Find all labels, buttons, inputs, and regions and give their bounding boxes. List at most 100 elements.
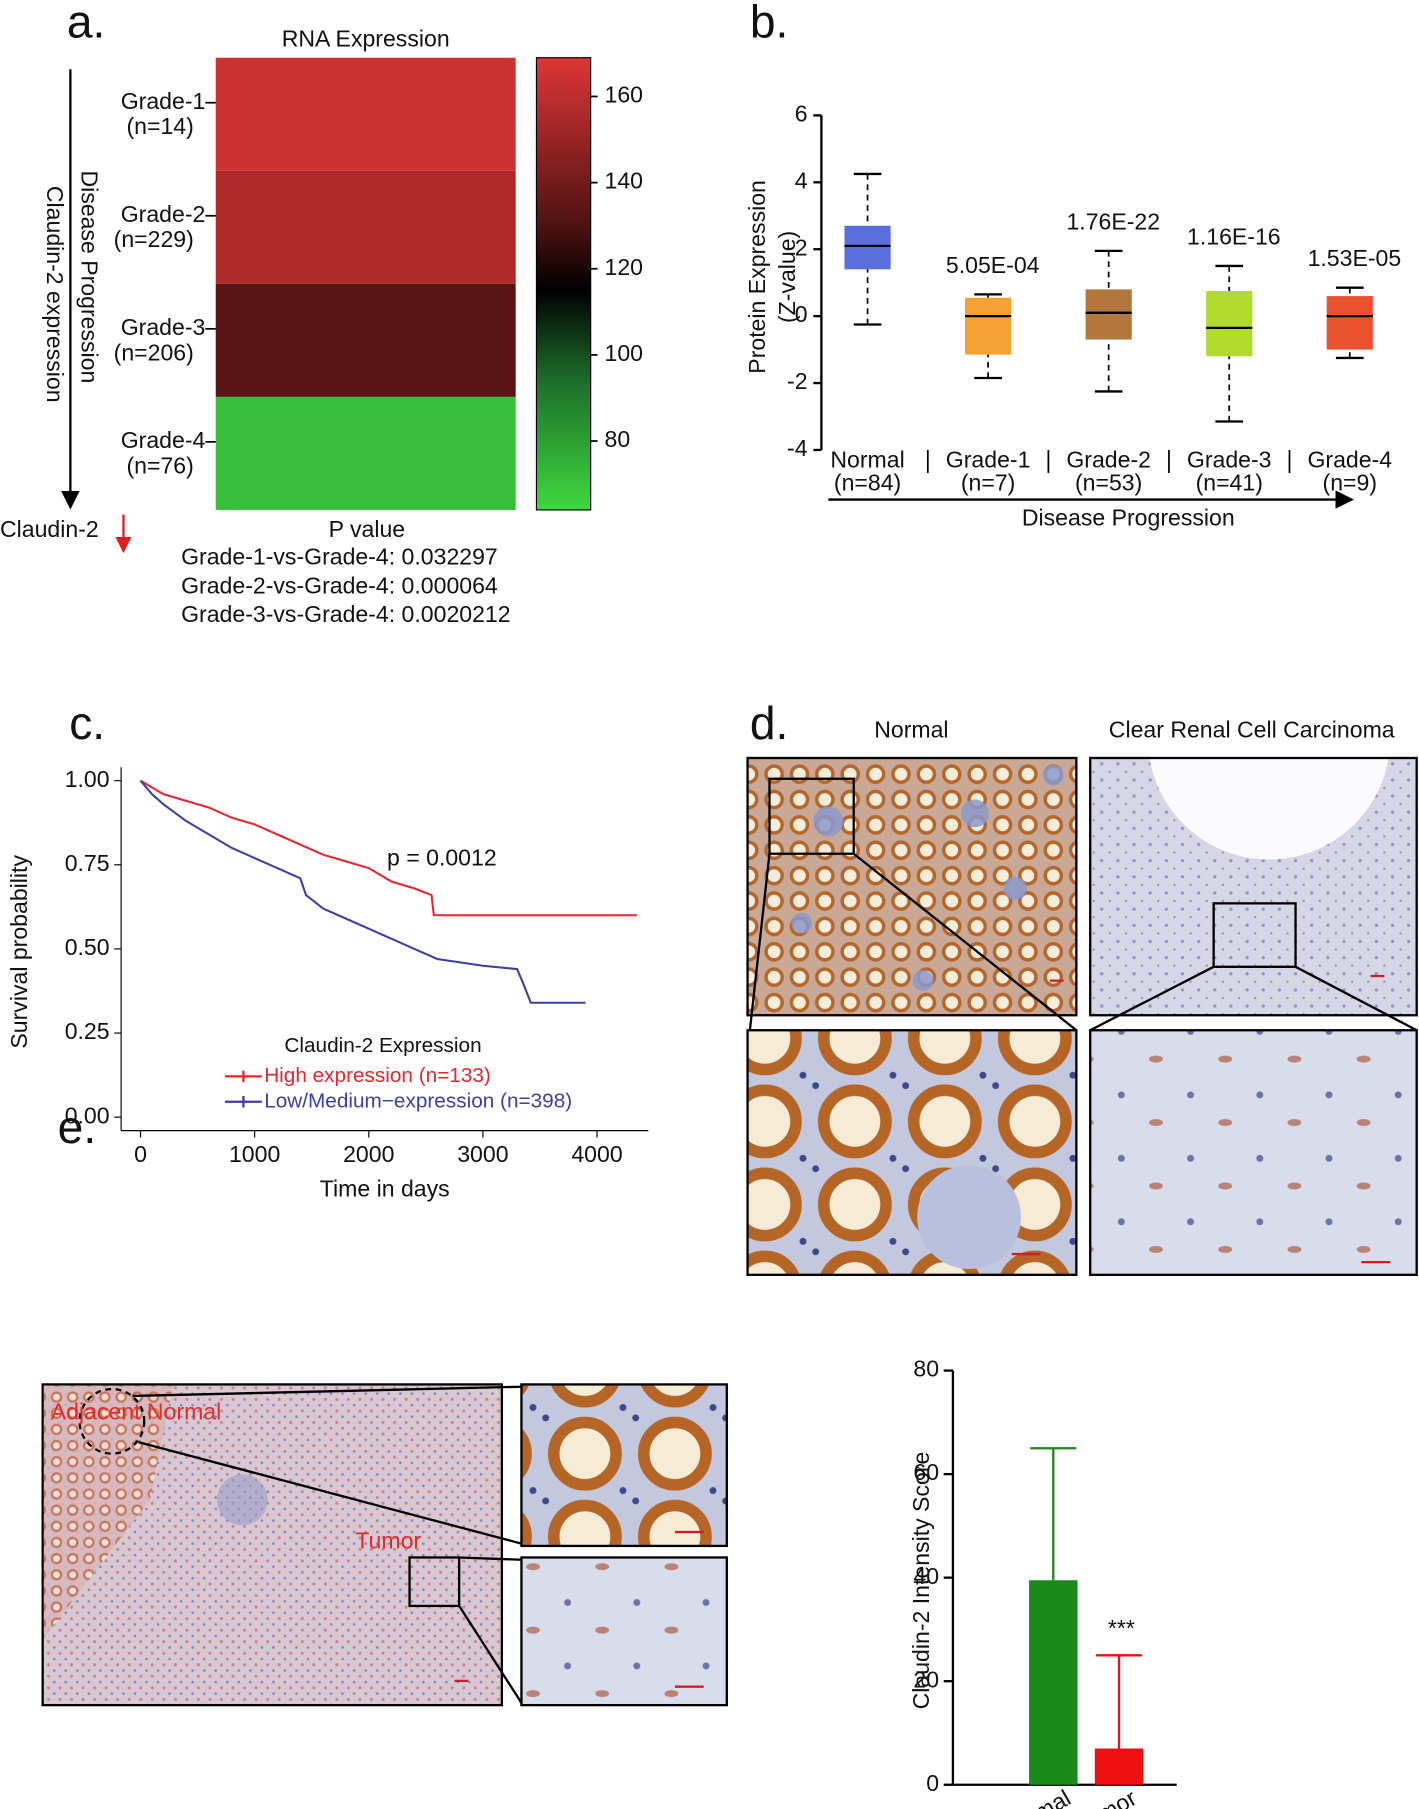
x-tick-note: (n=7) [961, 470, 1015, 496]
survival-line [140, 779, 637, 917]
x-tick-note: (n=53) [1075, 470, 1142, 496]
box [1085, 289, 1132, 340]
row-label: Grade-3 [121, 314, 206, 340]
panel-label: a. [67, 0, 105, 48]
y-tick-label: 4 [795, 167, 808, 193]
bar [1029, 1580, 1078, 1785]
heat-cell [215, 170, 516, 284]
y-tick-label: 1.00 [65, 766, 110, 792]
row-label: Grade-1 [121, 88, 206, 114]
y-tick-label: 0.75 [65, 850, 110, 876]
panel-e: Adjacent Normal Tumor [41, 1383, 728, 1707]
image-title: Clear Renal Cell Carcinoma [1109, 717, 1395, 743]
chart-box: -4 -2 0 2 4 6 Protein Expression (Z-value) Norma… [744, 100, 1401, 530]
y-tick-label: 0.25 [65, 1018, 110, 1044]
y-tick-label: 6 [795, 100, 808, 126]
x-axis-label: Disease Progression [1022, 504, 1235, 530]
significance: *** [1108, 1615, 1135, 1641]
y-tick-label: 0.50 [65, 934, 110, 960]
colorbar-tick-label: 120 [605, 254, 643, 280]
legend-label: Low/Medium−expression (n=398) [264, 1089, 572, 1112]
colorbar [535, 57, 592, 511]
x-tick-label: Grade-3 [1187, 447, 1272, 473]
image-frame [1089, 756, 1418, 1017]
glomeruli [791, 764, 1064, 992]
micrograph [746, 756, 1078, 1017]
y-axis-label: Survival probability [6, 855, 32, 1049]
scale-bars [454, 1530, 704, 1688]
glomerulus [917, 1165, 1021, 1270]
x-tick-label: Normal [830, 447, 904, 473]
image-label: Tumor [355, 1528, 421, 1554]
colorbar-tick-label: 100 [605, 340, 643, 366]
y-axis-label: (Z-value) [774, 231, 800, 323]
micrograph-clip [1090, 757, 1417, 1016]
panel-label: d. [750, 697, 788, 749]
bar [1094, 1748, 1144, 1785]
y-tick-label: -2 [787, 368, 808, 394]
x-axis-label: Time in days [320, 1176, 450, 1202]
pvalue-title: P value [329, 516, 406, 542]
row-note: (n=229) [114, 226, 194, 252]
y-tick-label: 60 [913, 1459, 939, 1485]
pvalue-line: Grade-3-vs-Grade-4: 0.0020212 [181, 601, 510, 627]
survival-line [139, 780, 586, 1004]
panel-label: c. [69, 697, 105, 749]
legend-title: Claudin-2 Expression [284, 1034, 481, 1057]
pvalue-label: 1.16E-16 [1187, 223, 1281, 249]
chart-line: 0.00 0.25 0.50 0.75 1.00 0 1000 2000 3000 4000 Tim… [6, 766, 649, 1202]
x-tick-note: (n=9) [1323, 470, 1377, 496]
scale-bars [1011, 974, 1391, 1264]
heat-cell [215, 57, 516, 171]
x-tick-note: (n=84) [834, 470, 901, 496]
y-tick-label: -4 [787, 435, 808, 461]
pvalue-label: 1.53E-05 [1308, 245, 1402, 271]
x-tick-label: 4000 [571, 1141, 622, 1167]
chart-heatmap: RNA Expression Grade-1(n=14) Grade-2(n=229… [0, 26, 643, 628]
box [844, 225, 891, 270]
heat-cell [215, 396, 516, 510]
colorbar-tick-label: 140 [605, 168, 643, 194]
x-tick-label: 2000 [343, 1141, 394, 1167]
panel-d: Normal Clear Renal Cell Carcinoma [746, 717, 1418, 1276]
heatmap-title: RNA Expression [282, 26, 450, 52]
row-note: (n=14) [127, 113, 194, 139]
micrograph [520, 1383, 728, 1548]
y-tick-label: 0 [926, 1770, 939, 1796]
colorbar-tick-label: 160 [605, 82, 643, 108]
heat-cell [215, 283, 516, 397]
y-tick-label: 40 [913, 1563, 939, 1589]
pvalue-line: Grade-2-vs-Grade-4: 0.000064 [181, 572, 498, 598]
zoom-guides [132, 1385, 523, 1704]
x-tick-label: Tumor [1071, 1784, 1141, 1809]
panel-label: b. [750, 0, 788, 48]
row-note: (n=206) [114, 339, 194, 365]
x-tick-label: Normal [998, 1785, 1075, 1809]
y-tick-label: 2 [795, 234, 808, 260]
box [965, 297, 1012, 355]
y-axis-label: Protein Expression [744, 180, 770, 374]
marker-label: Claudin-2 [0, 516, 99, 542]
x-tick-label: Grade-2 [1066, 447, 1151, 473]
x-tick-label: 1000 [229, 1141, 280, 1167]
side-label: Disease Progression [77, 171, 103, 384]
micrograph [520, 1556, 728, 1707]
x-tick-label: Grade-4 [1307, 447, 1392, 473]
zoom-circle [78, 1387, 146, 1455]
y-tick-label: 20 [913, 1666, 939, 1692]
y-tick-label: 80 [913, 1356, 939, 1382]
y-tick-label: 0 [795, 301, 808, 327]
y-axis-label: Claudin-2 Intensity Score [908, 1452, 934, 1710]
normal-region [43, 1385, 174, 1639]
box [1326, 296, 1373, 350]
chart-bar: 0 20 40 60 80 Claudin-2 Intensity Score Normal… [908, 1356, 1177, 1809]
image-label: Adjacent Normal [51, 1398, 221, 1424]
row-label: Grade-2 [121, 201, 206, 227]
x-tick-label: Grade-1 [946, 447, 1031, 473]
annotation: p = 0.0012 [387, 845, 497, 871]
lymphoid-focus [216, 1474, 268, 1526]
side-label: Claudin-2 expression [42, 186, 68, 403]
micrograph [1089, 1029, 1418, 1276]
lumen [1149, 757, 1389, 860]
